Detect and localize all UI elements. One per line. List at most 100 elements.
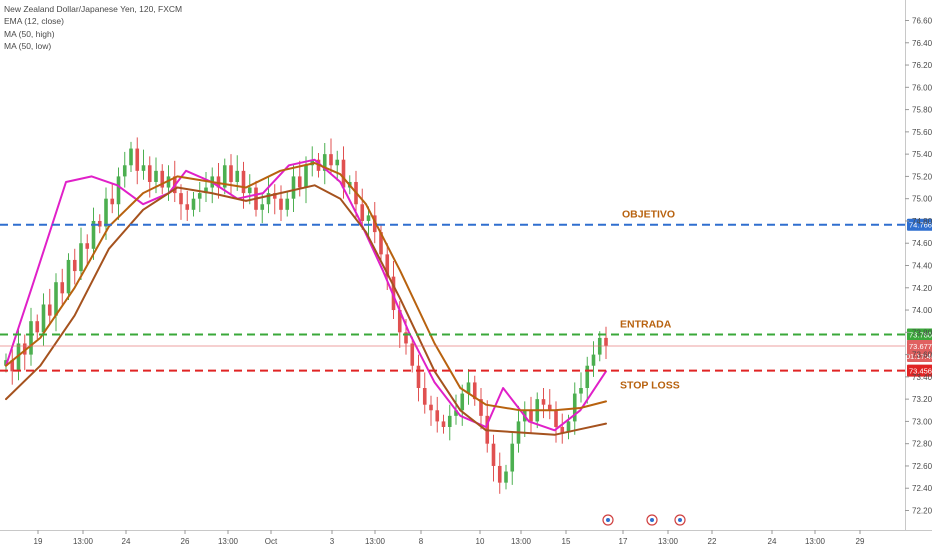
- x-tick-label: 26: [181, 537, 190, 546]
- y-tick-label: 72.800: [912, 440, 932, 449]
- candle-body: [197, 193, 202, 199]
- y-tick-label: 72.400: [912, 484, 932, 493]
- candle-body: [366, 215, 371, 221]
- x-tick-label: 24: [768, 537, 777, 546]
- candle-body: [279, 198, 283, 210]
- candle-body: [504, 471, 508, 483]
- price-tag-bg: [907, 328, 932, 341]
- candle-body: [441, 421, 446, 427]
- y-tick-label: 74.600: [912, 239, 932, 248]
- candle-body: [547, 404, 552, 411]
- candle-body: [191, 198, 196, 210]
- x-tick-label: 17: [619, 537, 628, 546]
- candle-body: [304, 165, 308, 188]
- x-tick-label: 3: [330, 537, 335, 546]
- y-tick-label: 72.200: [912, 507, 932, 516]
- series-line-2: [5, 162, 607, 412]
- candle-body: [110, 198, 115, 205]
- candle-body: [247, 187, 252, 194]
- series-line-1: [5, 158, 607, 432]
- y-tick-label: 75.800: [912, 106, 932, 115]
- candle-body: [291, 176, 296, 199]
- candle-body: [85, 243, 90, 249]
- candle-body: [579, 388, 583, 394]
- y-tick-label: 74.200: [912, 284, 932, 293]
- y-tick-label: 73.600: [912, 351, 932, 360]
- candle-body: [135, 148, 140, 171]
- last-price-tag-label: 73.677: [909, 342, 932, 351]
- event-icon-dot: [606, 518, 610, 522]
- candle-body: [416, 365, 421, 388]
- candle-body: [560, 426, 565, 433]
- candle-body: [72, 259, 77, 272]
- event-icons: [602, 514, 686, 526]
- legend-ma-high: MA (50, high): [4, 28, 55, 39]
- candle-body: [397, 310, 402, 333]
- time-axis: 19 13:00 24 26 13:00 Oct 3 13:00 8 10 13:00 15 17 13:…: [0, 530, 932, 546]
- candle-body: [329, 154, 333, 166]
- candle-body: [60, 282, 65, 294]
- series-line-3: [5, 184, 607, 436]
- candle-body: [79, 243, 83, 272]
- candle-body: [16, 343, 21, 372]
- candle-body: [66, 259, 71, 294]
- indicator-lines: [5, 158, 607, 436]
- candle-body: [429, 404, 433, 411]
- price-tag-bg: [907, 218, 932, 231]
- candle-body: [591, 354, 596, 366]
- candle-body: [272, 193, 277, 199]
- candle-body: [97, 220, 102, 227]
- candle-body: [360, 204, 365, 221]
- candle-body: [22, 343, 27, 355]
- candle-body: [379, 232, 383, 255]
- candle-body: [10, 360, 15, 372]
- legend-ema: EMA (12, close): [4, 16, 64, 27]
- candle-body: [179, 193, 183, 205]
- candle-body: [147, 165, 152, 182]
- candle-body: [29, 321, 33, 355]
- x-tick-label: Oct: [265, 537, 278, 546]
- candle-body: [554, 410, 558, 427]
- candle-body: [491, 443, 496, 466]
- price-axis: 76.600 76.400 76.200 76.000 75.800 75.600 75.4…: [905, 0, 932, 530]
- candle-body: [572, 393, 577, 422]
- y-tick-label: 73.400: [912, 373, 932, 382]
- event-icon-dot: [678, 518, 682, 522]
- price-tag-label: 73.456: [909, 367, 932, 376]
- candle-body: [435, 410, 440, 422]
- candle-body: [216, 176, 221, 188]
- x-tick-label: 10: [476, 537, 485, 546]
- y-tick-label: 74.800: [912, 217, 932, 226]
- candle-body: [160, 170, 165, 188]
- candle-body: [322, 154, 327, 171]
- y-tick-label: 75.600: [912, 128, 932, 137]
- x-tick-label: 8: [419, 537, 424, 546]
- y-tick-label: 75.000: [912, 195, 932, 204]
- price-tag-label: 73.780: [909, 331, 932, 340]
- candle-body: [116, 176, 121, 205]
- candle-body: [166, 176, 171, 188]
- price-tag-bg: [907, 364, 932, 377]
- y-tick-label: 75.400: [912, 150, 932, 159]
- candle-body: [154, 170, 158, 182]
- candle-body: [341, 159, 346, 188]
- legend-title: New Zealand Dollar/Japanese Yen, 120, FX…: [4, 4, 183, 14]
- event-icon-dot: [650, 518, 654, 522]
- candle-body: [404, 332, 408, 344]
- x-tick-label: 22: [708, 537, 717, 546]
- candle-body: [447, 415, 452, 427]
- candle-body: [266, 193, 271, 205]
- y-tick-label: 76.200: [912, 61, 932, 70]
- candle-body: [510, 443, 515, 472]
- candle-body: [529, 410, 533, 422]
- candle-body: [385, 254, 390, 277]
- candle-body: [541, 399, 546, 405]
- candle-body: [285, 198, 290, 210]
- candle-body: [141, 165, 146, 171]
- legend-ma-low: MA (50, low): [4, 40, 52, 51]
- x-tick-label: 13:00: [365, 537, 386, 546]
- y-tick-label: 74.400: [912, 262, 932, 271]
- candle-body: [54, 282, 58, 316]
- price-tag-label: 74.766: [909, 221, 932, 230]
